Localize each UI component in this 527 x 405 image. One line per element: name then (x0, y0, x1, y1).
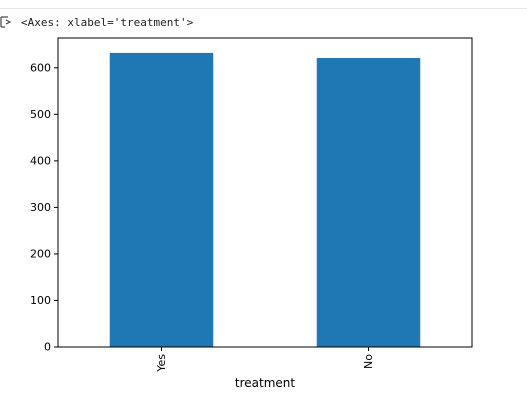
axes-repr-text: <Axes: xlabel='treatment'> (21, 16, 194, 29)
bar-group (109, 52, 421, 347)
y-tick-label: 0 (44, 341, 51, 354)
axes-frame (57, 37, 473, 348)
cell-divider (0, 8, 527, 9)
x-tick-label: No (362, 354, 375, 369)
bar-yes (109, 52, 214, 347)
y-tick-label: 100 (30, 294, 51, 307)
output-expand-icon[interactable] (0, 14, 12, 30)
bar-no (316, 58, 421, 347)
x-axis-label: treatment (235, 376, 295, 390)
y-tick-label: 500 (30, 108, 51, 121)
x-tick-label: Yes (155, 354, 168, 373)
y-tick-label: 600 (30, 61, 51, 74)
y-tick-label: 300 (30, 201, 51, 214)
x-axis: Yes No (155, 347, 375, 373)
y-tick-label: 400 (30, 154, 51, 167)
y-tick-label: 200 (30, 247, 51, 260)
y-axis: 0 100 200 300 400 500 600 (30, 61, 58, 354)
